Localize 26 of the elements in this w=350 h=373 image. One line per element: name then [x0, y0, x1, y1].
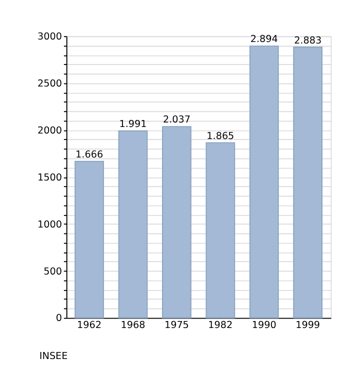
y-tick-label: 1500 [38, 172, 62, 184]
bar [206, 142, 236, 318]
text: INSEE [39, 351, 68, 362]
y-tick-label: 500 [44, 266, 62, 278]
bar [249, 46, 279, 318]
bar [162, 126, 192, 318]
data-label: 2.883 [294, 35, 322, 46]
x-tick-label: 1968 [120, 320, 146, 331]
bar [74, 160, 104, 318]
bar [118, 130, 148, 318]
data-label: 2.894 [250, 34, 278, 46]
y-tick-label: 2000 [38, 125, 62, 136]
x-tick-label: 1990 [252, 320, 276, 331]
data-label: 1.865 [206, 130, 234, 142]
bar [293, 46, 323, 318]
y-tick-label: 2500 [38, 78, 62, 90]
y-tick-label: 3000 [38, 31, 62, 42]
data-label: 2.037 [162, 114, 190, 126]
x-tick-label: 1975 [164, 320, 189, 331]
y-tick-label: 1000 [38, 219, 62, 230]
x-tick-label: 1999 [296, 320, 320, 331]
x-tick-label: 1962 [77, 320, 102, 331]
data-label: 1.666 [76, 150, 104, 161]
data-label: 1.991 [119, 119, 147, 130]
x-tick-label: 1982 [208, 320, 233, 331]
y-tick-label: 0 [56, 313, 62, 324]
